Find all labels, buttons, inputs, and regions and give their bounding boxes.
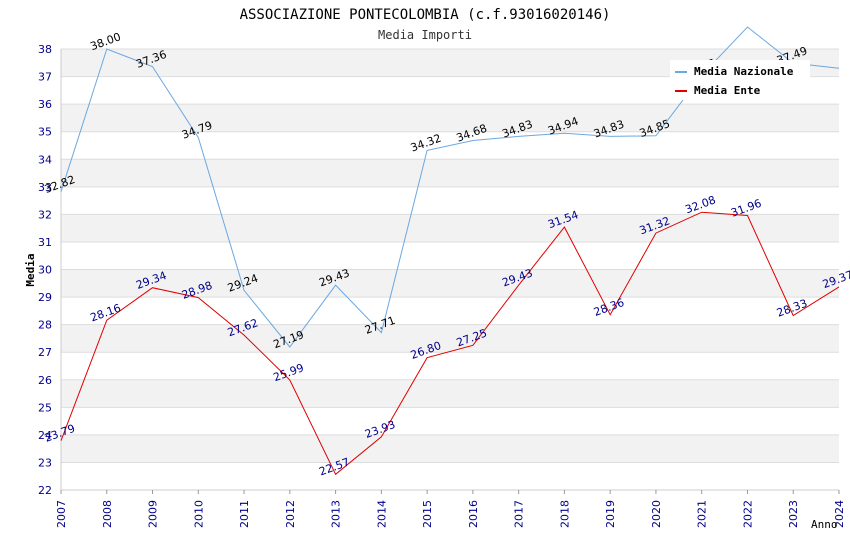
series-line-ente <box>60 211 840 476</box>
y-tick-label: 35 <box>38 126 52 139</box>
chart-subtitle: Media Importi <box>378 28 472 42</box>
x-tick-label: 2010 <box>192 500 205 528</box>
x-tick-label: 2018 <box>558 500 571 528</box>
legend-box <box>670 60 810 100</box>
x-tick-label: 2023 <box>787 500 800 528</box>
y-tick-label: 26 <box>38 374 52 387</box>
y-tick-label: 33 <box>38 181 52 194</box>
y-tick-label: 29 <box>38 291 52 304</box>
grid-band <box>61 379 839 408</box>
grid-band <box>61 159 839 187</box>
gridlines <box>60 48 839 491</box>
grid-band <box>61 214 839 242</box>
x-axis-label: Anno <box>811 518 838 531</box>
x-tick-label: 2008 <box>101 500 114 528</box>
legend: Media Nazionale Media Ente <box>670 60 810 100</box>
y-tick-label: 37 <box>38 71 52 84</box>
x-tick-label: 2012 <box>284 500 297 528</box>
grid-band <box>61 297 839 325</box>
grid-band <box>61 241 839 270</box>
grid-band <box>61 104 839 132</box>
y-axis-ticks: 22 23 24 25 26 27 28 29 30 31 32 33 34 35 36 37 38 <box>38 43 52 497</box>
x-tick-label: 2016 <box>467 500 480 528</box>
x-tick-label: 2020 <box>650 500 663 528</box>
y-tick-label: 22 <box>38 484 52 497</box>
y-tick-label: 38 <box>38 43 52 56</box>
y-tick-label: 25 <box>38 401 52 414</box>
grid-band <box>61 324 839 353</box>
grid-band <box>61 462 839 490</box>
chart-title: ASSOCIAZIONE PONTECOLOMBIA (c.f.93016020… <box>240 7 611 23</box>
grid-band <box>61 269 839 298</box>
x-tick-label: 2014 <box>375 500 388 528</box>
y-tick-label: 34 <box>38 153 52 166</box>
x-tick-label: 2015 <box>421 500 434 528</box>
x-tick-label: 2007 <box>55 500 68 528</box>
y-tick-label: 30 <box>38 264 52 277</box>
x-tick-label: 2024 <box>833 500 846 528</box>
legend-label-nazionale: Media Nazionale <box>694 65 794 78</box>
grid-band <box>61 434 839 463</box>
x-tick-label: 2011 <box>238 500 251 528</box>
legend-label-ente: Media Ente <box>694 84 761 97</box>
y-tick-label: 28 <box>38 319 52 332</box>
x-tick-label: 2013 <box>330 500 343 528</box>
x-tick-label: 2009 <box>147 500 160 528</box>
y-tick-label: 31 <box>38 236 52 249</box>
x-tick-label: 2022 <box>741 500 754 528</box>
y-tick-label: 23 <box>38 456 52 469</box>
x-axis-ticks: 2007 2008 2009 2010 2011 2012 2013 2014 2015 2016… <box>55 490 846 528</box>
grid-band <box>61 352 839 380</box>
grid-bands <box>61 49 839 490</box>
y-tick-label: 32 <box>38 208 52 221</box>
y-tick-label: 27 <box>38 346 52 359</box>
x-tick-label: 2019 <box>604 500 617 528</box>
y-axis-label: Media <box>24 253 37 286</box>
y-tick-label: 36 <box>38 98 52 111</box>
grid-band <box>61 407 839 435</box>
x-tick-label: 2017 <box>513 500 526 528</box>
grid-band <box>61 186 839 215</box>
y-tick-label: 24 <box>38 429 52 442</box>
x-tick-label: 2021 <box>696 500 709 528</box>
